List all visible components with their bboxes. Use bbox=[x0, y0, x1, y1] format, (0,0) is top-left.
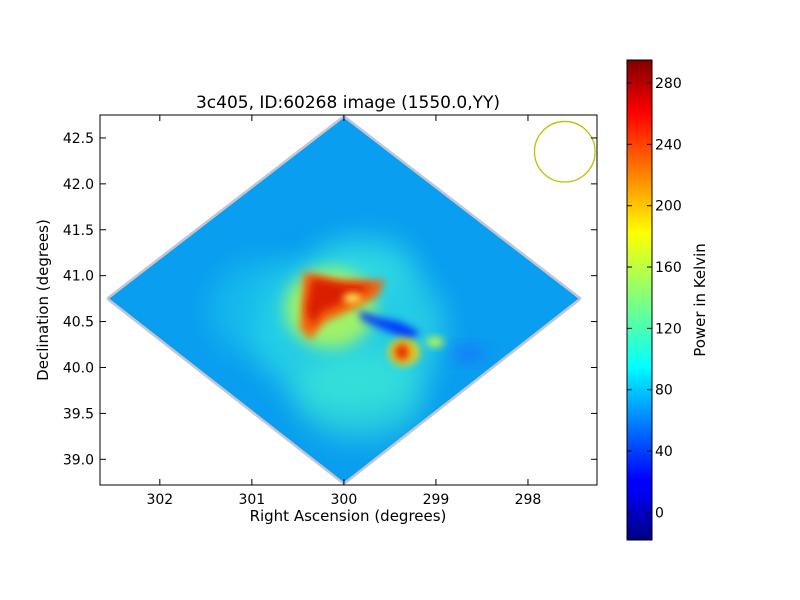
y-tick-label: 39.5 bbox=[63, 406, 94, 422]
x-tick-label: 299 bbox=[423, 492, 450, 508]
y-tick-label: 41.0 bbox=[63, 269, 94, 285]
lower-halo bbox=[295, 350, 425, 440]
left-halo bbox=[210, 260, 320, 360]
x-tick-label: 300 bbox=[331, 492, 358, 508]
x-axis-label: Right Ascension (degrees) bbox=[250, 507, 447, 525]
hot-spot bbox=[395, 344, 409, 360]
y-tick-label: 40.0 bbox=[63, 360, 94, 376]
colorbar-tick-label: 280 bbox=[655, 76, 682, 92]
heatmap-image bbox=[106, 115, 582, 485]
colorbar-tick-label: 0 bbox=[655, 505, 664, 521]
center-spot bbox=[343, 293, 361, 303]
hot-core bbox=[306, 278, 372, 326]
x-axis: 302 301 300 299 298 bbox=[146, 115, 541, 508]
colorbar-tick-label: 240 bbox=[655, 137, 682, 153]
y-tick-label: 41.5 bbox=[63, 223, 94, 239]
x-tick-label: 302 bbox=[146, 492, 173, 508]
colorbar-tick-label: 200 bbox=[655, 199, 682, 215]
colorbar-axis: 0 40 80 120 160 200 240 280 bbox=[627, 76, 682, 521]
cold-streak bbox=[358, 310, 420, 340]
y-tick-label: 39.0 bbox=[63, 452, 94, 468]
y-tick-label: 42.0 bbox=[63, 177, 94, 193]
beam-circle bbox=[533, 120, 596, 183]
y-tick-label: 42.5 bbox=[63, 131, 94, 147]
x-tick-label: 301 bbox=[238, 492, 265, 508]
y-axis-label: Declination (degrees) bbox=[34, 219, 52, 381]
colorbar-tick-label: 40 bbox=[655, 444, 673, 460]
chart-title: 3c405, ID:60268 image (1550.0,YY) bbox=[196, 93, 500, 113]
y-tick-label: 40.5 bbox=[63, 315, 94, 331]
x-tick-label: 298 bbox=[515, 492, 542, 508]
colorbar-tick-label: 160 bbox=[655, 260, 682, 276]
colorbar bbox=[626, 59, 653, 541]
colorbar-tick-label: 120 bbox=[655, 321, 682, 337]
axes-frame bbox=[99, 114, 598, 486]
colorbar-label: Power in Kelvin bbox=[691, 243, 709, 357]
warm-spot bbox=[426, 337, 444, 347]
colorbar-tick-label: 80 bbox=[655, 383, 673, 399]
cold-streak-tail bbox=[450, 346, 486, 362]
y-axis: 39.0 39.5 40.0 40.5 41.0 41.5 42.0 42.5 bbox=[63, 131, 597, 468]
